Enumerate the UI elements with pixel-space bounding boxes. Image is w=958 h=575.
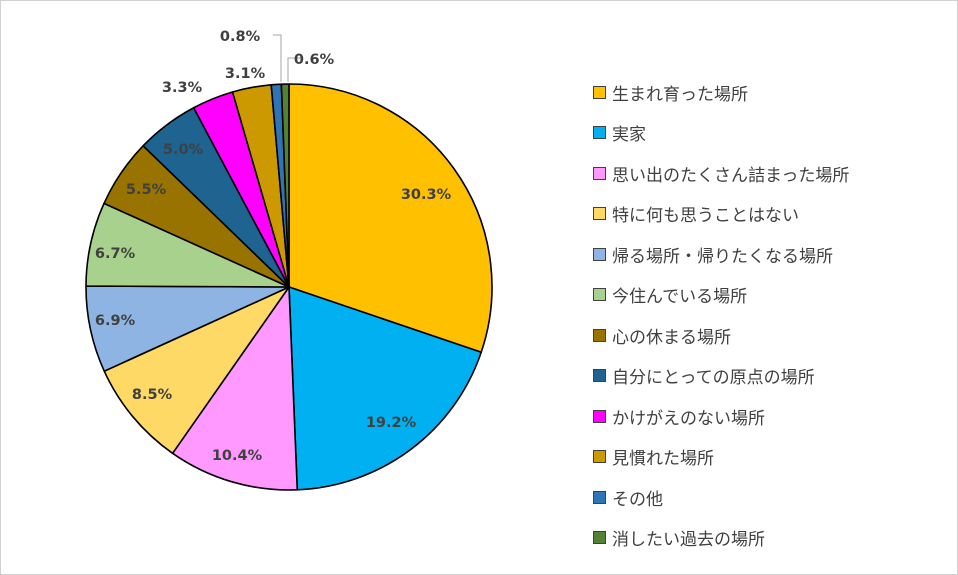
legend-swatch bbox=[593, 207, 606, 221]
legend-label: 今住んでいる場所 bbox=[612, 287, 748, 308]
data-label: 8.5% bbox=[132, 387, 173, 403]
legend-item: 自分にとっての原点の場所 bbox=[593, 356, 933, 397]
legend-label: 自分にとっての原点の場所 bbox=[612, 368, 815, 389]
legend-swatch bbox=[593, 247, 606, 261]
legend-item: 思い出のたくさん詰まった場所 bbox=[593, 153, 933, 194]
data-label: 19.2% bbox=[366, 415, 417, 431]
legend-item: 生まれ育った場所 bbox=[593, 72, 933, 113]
data-label: 3.1% bbox=[225, 66, 266, 82]
data-label: 0.6% bbox=[294, 52, 335, 68]
data-label: 30.3% bbox=[401, 187, 452, 203]
legend-item: 見慣れた場所 bbox=[593, 437, 933, 478]
legend-item: 特に何も思うことはない bbox=[593, 194, 933, 235]
legend-swatch bbox=[593, 126, 606, 140]
pie-slice bbox=[288, 286, 483, 491]
legend-swatch bbox=[593, 490, 606, 504]
legend-item: かけがえのない場所 bbox=[593, 396, 933, 437]
legend-item: 消したい過去の場所 bbox=[593, 518, 933, 559]
legend-swatch bbox=[593, 85, 606, 99]
legend-item: その他 bbox=[593, 477, 933, 518]
legend-swatch bbox=[593, 531, 606, 545]
legend-label: 心の休まる場所 bbox=[612, 327, 731, 348]
pie-slice bbox=[280, 83, 290, 288]
leader-line bbox=[273, 34, 282, 82]
legend-label: 実家 bbox=[612, 125, 646, 146]
legend-item: 帰る場所・帰りたくなる場所 bbox=[593, 234, 933, 275]
legend-label: 特に何も思うことはない bbox=[612, 206, 799, 227]
legend-item: 今住んでいる場所 bbox=[593, 275, 933, 316]
legend-label: 見慣れた場所 bbox=[612, 449, 714, 470]
legend-swatch bbox=[593, 166, 606, 180]
legend-swatch bbox=[593, 328, 606, 342]
legend-label: 生まれ育った場所 bbox=[612, 84, 748, 105]
legend-item: 心の休まる場所 bbox=[593, 315, 933, 356]
legend-label: かけがえのない場所 bbox=[612, 408, 765, 429]
legend-label: 消したい過去の場所 bbox=[612, 530, 765, 551]
legend-swatch bbox=[593, 450, 606, 464]
data-label: 5.5% bbox=[126, 182, 167, 198]
pie-slice bbox=[171, 286, 299, 491]
legend-swatch bbox=[593, 409, 606, 423]
data-label: 0.8% bbox=[220, 29, 261, 45]
legend-swatch bbox=[593, 288, 606, 302]
legend-label: 思い出のたくさん詰まった場所 bbox=[612, 165, 850, 186]
leader-line bbox=[287, 57, 301, 82]
data-label: 10.4% bbox=[212, 448, 263, 464]
data-label: 6.9% bbox=[95, 313, 136, 329]
pie-slice bbox=[103, 286, 290, 455]
pie-slice bbox=[288, 83, 493, 354]
data-label: 5.0% bbox=[163, 142, 204, 158]
legend-label: 帰る場所・帰りたくなる場所 bbox=[612, 246, 833, 267]
data-label: 3.3% bbox=[162, 80, 203, 96]
legend-item: 実家 bbox=[593, 113, 933, 154]
legend-swatch bbox=[593, 369, 606, 383]
legend-label: その他 bbox=[612, 489, 663, 510]
data-label: 6.7% bbox=[95, 246, 136, 262]
legend: 生まれ育った場所 実家思い出のたくさん詰まった場所 特に何も思うことはない帰る場所・… bbox=[593, 72, 933, 558]
